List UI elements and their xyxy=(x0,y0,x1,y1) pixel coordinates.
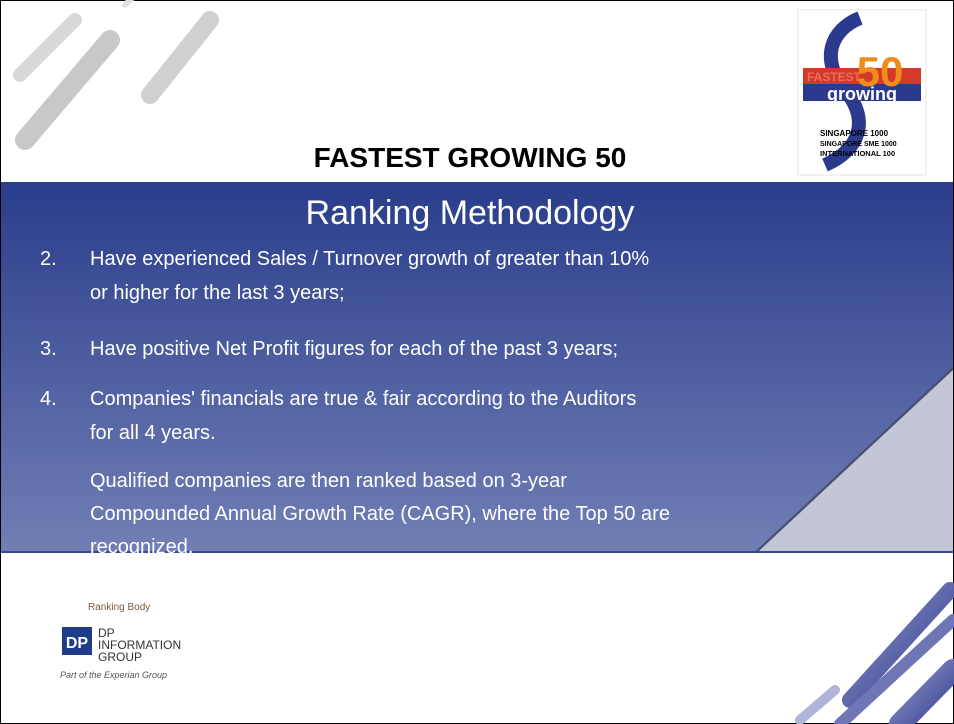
logo-line: SINGAPORE SME 1000 xyxy=(820,141,897,148)
logo-line: SINGAPORE 1000 xyxy=(820,129,889,138)
note-line: recognized. xyxy=(90,536,193,558)
note-line: Qualified companies are then ranked base… xyxy=(90,470,567,492)
item-text: or higher for the last 3 years; xyxy=(90,282,345,304)
content-band xyxy=(1,182,953,552)
item-text: Have positive Net Profit figures for eac… xyxy=(90,338,618,360)
company-name: GROUP xyxy=(98,650,142,664)
logo-line: INTERNATIONAL 100 xyxy=(820,149,895,158)
logo-word: FASTEST xyxy=(807,70,862,84)
item-text: Have experienced Sales / Turnover growth… xyxy=(90,248,649,270)
footer-parent: Part of the Experian Group xyxy=(60,670,167,680)
footer-caption: Ranking Body xyxy=(88,602,150,613)
logo-word: growing xyxy=(827,84,897,104)
logo-mark: DP xyxy=(66,635,89,652)
item-text: Companies' financials are true & fair ac… xyxy=(90,388,636,410)
title: FASTEST GROWING 50 xyxy=(314,142,627,173)
logo: FASTEST 50 growing SINGAPORE 1000 SINGAP… xyxy=(798,10,926,175)
item-number: 4. xyxy=(40,388,57,410)
note-line: Compounded Annual Growth Rate (CAGR), wh… xyxy=(90,503,670,525)
subtitle: Ranking Methodology xyxy=(306,194,635,232)
item-text: for all 4 years. xyxy=(90,422,216,444)
item-number: 3. xyxy=(40,338,57,360)
item-number: 2. xyxy=(40,248,57,270)
slide: FASTEST 50 growing SINGAPORE 1000 SINGAP… xyxy=(0,0,954,724)
